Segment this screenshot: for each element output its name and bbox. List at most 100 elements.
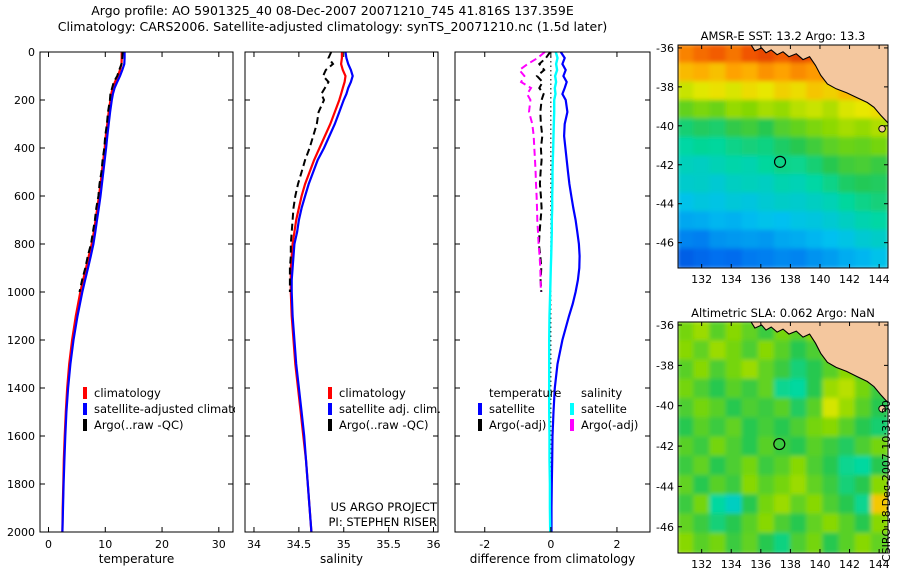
heatmap-cell [790,211,809,232]
heatmap-cell [693,513,712,535]
heatmap-cell [678,248,696,268]
heatmap-cell [709,475,728,497]
heatmap-cell [757,248,776,268]
heatmap-cell [773,174,793,195]
heatmap-cell [693,455,712,478]
lon-tick-label: 142 [839,273,860,286]
heatmap-cell [709,513,728,535]
axes-box [244,51,439,533]
legend-item: satellite [570,401,655,417]
series-line-difference_profile-2 [548,51,559,533]
heatmap-cell [725,211,744,232]
heatmap-cell [741,174,760,195]
heatmap-cell [870,475,888,497]
lon-tick-label: 144 [869,558,890,571]
heatmap-cell [790,494,809,516]
heatmap-cell [806,513,825,535]
heatmap-cell [806,248,825,268]
heatmap-cell [790,99,809,121]
axes-box [39,51,234,533]
heatmap-cell [806,398,825,420]
heatmap-cell [725,436,744,458]
legend-label: Argo(..raw -QC) [94,418,184,432]
series-line-difference_profile-1 [535,51,552,293]
heatmap-cell [678,99,696,121]
x-tick-label: 30 [212,538,226,551]
heatmap-cell [854,513,873,535]
legend-swatch-climatology [328,387,332,399]
x-tick-label: 36 [427,538,441,551]
heatmap-cell [741,248,760,268]
x-tick-label: 35.5 [376,538,401,551]
heatmap-cell [678,340,696,362]
legend-label: satellite-adjusted climatology [94,402,235,416]
legend-item: climatology [83,385,235,401]
heatmap-cell [709,229,728,251]
project-annotation: US ARGO PROJECT PI: STEPHEN RISER [287,500,438,530]
heatmap-cell [678,494,696,516]
heatmap-cell [709,436,728,458]
legend-label: Argo(..raw -QC) [339,418,429,432]
heatmap-cell [678,81,696,102]
heatmap-cell [678,455,696,478]
heatmap-cell [854,455,873,478]
heatmap-cell [709,340,728,362]
x-axis-label-difference_profile: difference from climatology [470,552,636,566]
lat-tick-label: -44 [656,198,674,211]
heatmap-cell [693,136,712,158]
legend-label: satellite [489,402,535,416]
heatmap-cell [806,229,825,251]
legend-label: satellite adj. clim. [339,402,440,416]
heatmap-cell [693,378,712,401]
heatmap-cell [741,229,760,251]
heatmap-cell [725,229,744,251]
heatmap-cell [790,455,809,478]
heatmap-cell [693,155,712,177]
heatmap-cell [693,99,712,121]
legend-label: Argo(-adj) [581,418,639,432]
legend-swatch-climatology [83,387,87,399]
heatmap-cell [678,211,696,232]
heatmap-cell [822,99,841,121]
x-tick-label: 2 [613,538,620,551]
heatmap-cell [870,174,888,195]
heatmap-cell [741,211,760,232]
legend-label: satellite [581,402,627,416]
heatmap-cell [741,340,760,362]
credit-timestamp: CSIRO 18-Dec-2007 10:31:30 [880,400,893,562]
lon-tick-label: 144 [869,273,890,286]
x-tick-label: 0 [547,538,554,551]
heatmap-cell [838,211,857,232]
heatmap-cell [773,455,793,478]
heatmap-cell [678,475,696,497]
heatmap-cell [773,378,793,401]
heatmap-cell [806,532,825,553]
heatmap-cell [854,378,873,401]
series-line-salinity_profile-2 [288,51,335,292]
heatmap-cell [870,229,888,251]
heatmap-cell [693,62,712,84]
argo-position-marker [773,437,786,451]
legend-swatch-temp-satellite [478,403,482,415]
legend-item: satellite [478,401,570,417]
series-line-temperature_profile-1 [61,52,126,533]
heatmap-cell [741,513,760,535]
lon-tick-label: 136 [750,558,771,571]
heatmap-cell [773,494,793,516]
island [878,404,886,413]
heatmap-cell [790,174,809,195]
heatmap-cell [806,417,825,439]
legend-item: Argo(..raw -QC) [83,417,235,433]
heatmap-cell [822,417,841,439]
map-amsr_sst_map: 132 134 136 138 140 142 144 -36 -38 -40 -42 -44 -46 [656,42,890,286]
heatmap-cell [806,211,825,232]
heatmap-cell [854,494,873,516]
lon-tick-label: 134 [721,273,742,286]
x-tick-label: -2 [479,538,490,551]
heatmap-cell [757,513,776,535]
lat-tick-label: -46 [656,521,674,534]
heatmap-cell [806,174,825,195]
heatmap-cell [678,378,696,401]
heatmap-cell [757,136,776,158]
lat-tick-label: -42 [656,159,674,172]
